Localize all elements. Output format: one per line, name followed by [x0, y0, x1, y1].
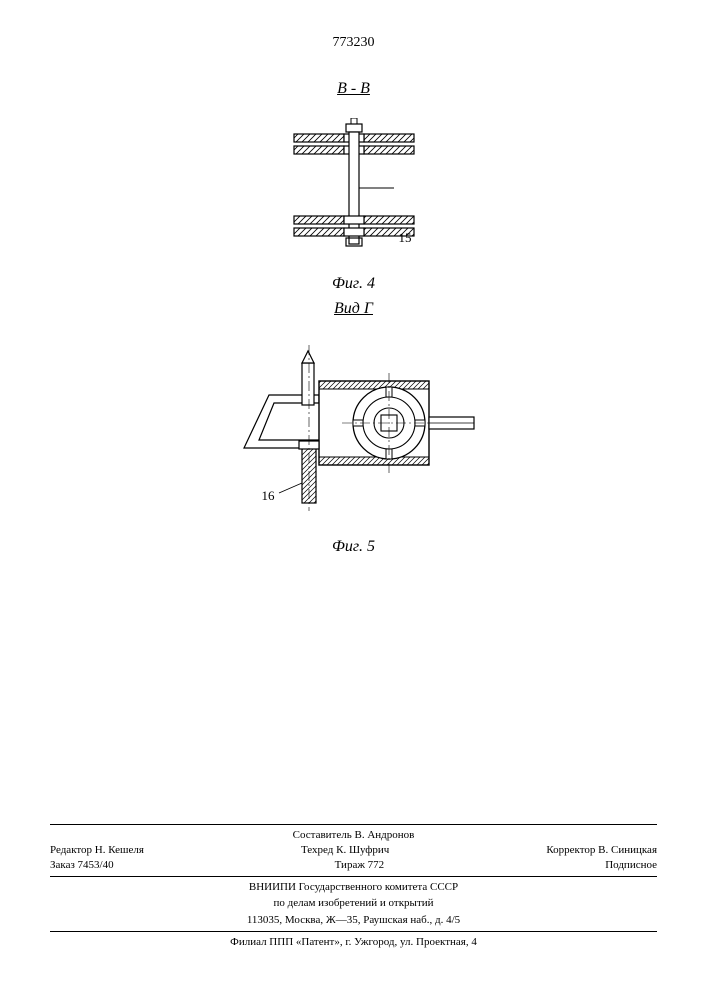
footer: Составитель В. Андронов Редактор Н. Кеше…	[50, 821, 657, 950]
fig5-ref-16: 16	[262, 488, 275, 504]
patent-number: 773230	[333, 35, 375, 51]
address: 113035, Москва, Ж—35, Раушская наб., д. …	[50, 913, 657, 928]
subscription: Подписное	[605, 858, 657, 873]
figure-5: Вид Г	[224, 300, 484, 556]
editor: Редактор Н. Кешеля	[50, 843, 144, 858]
fig5-section-label: Вид Г	[224, 300, 484, 318]
org-line-2: по делам изобретений и открытий	[50, 896, 657, 911]
figure-4: B - B 15 Фиг. 4	[254, 80, 454, 293]
proof: Корректор В. Синицкая	[546, 843, 657, 858]
branch: Филиал ППП «Патент», г. Ужгород, ул. Про…	[50, 935, 657, 950]
tech: Техред К. Шуфрич	[144, 843, 546, 858]
fig4-caption: Фиг. 4	[254, 275, 454, 293]
tirage: Тираж 772	[114, 858, 606, 873]
fig4-section-label: B - B	[254, 80, 454, 98]
org-line-1: ВНИИПИ Государственного комитета СССР	[50, 880, 657, 895]
fig5-caption: Фиг. 5	[224, 538, 484, 556]
order: Заказ 7453/40	[50, 858, 114, 873]
fig4-drawing	[254, 118, 454, 258]
fig4-ref-15: 15	[399, 230, 412, 246]
compiler: Составитель В. Андронов	[50, 828, 657, 843]
